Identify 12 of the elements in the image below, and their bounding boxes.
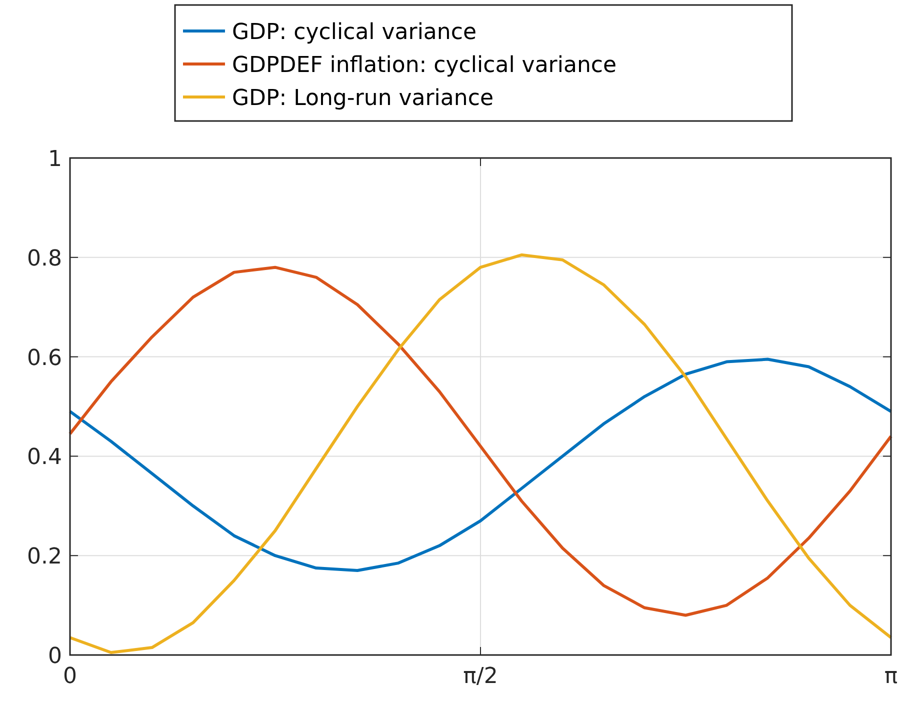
y-tick-label: 0.6 [27,346,62,371]
y-tick-label: 0.2 [27,544,62,570]
y-tick-label: 0.4 [27,445,62,470]
y-tick-label: 1 [48,147,62,172]
legend-label: GDPDEF inflation: cyclical variance [232,53,617,78]
x-tick-label: π [884,664,898,689]
y-tick-label: 0.8 [27,246,62,272]
line-series [68,358,892,572]
legend-label: GDP: cyclical variance [232,20,476,45]
x-tick-label: π/2 [463,664,498,689]
legend-label: GDP: Long-run variance [232,86,494,111]
y-tick-label: 0 [48,644,62,669]
